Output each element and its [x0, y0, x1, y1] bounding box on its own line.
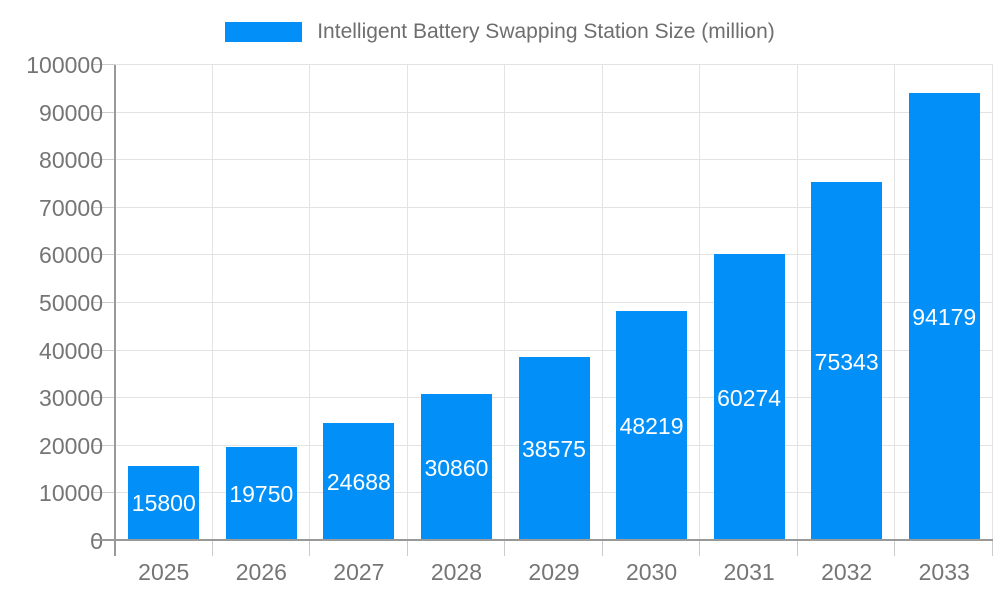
y-axis-tick [93, 206, 115, 208]
x-axis-tick [992, 541, 993, 556]
gridline-vertical [309, 65, 311, 541]
gridline-horizontal [115, 349, 993, 351]
gridline-horizontal [115, 64, 993, 65]
y-axis-label: 40000 [39, 337, 103, 364]
gridline-horizontal [115, 111, 993, 113]
y-axis-label: 90000 [39, 99, 103, 126]
legend[interactable]: Intelligent Battery Swapping Station Siz… [0, 17, 1000, 47]
x-axis-label: 2032 [821, 559, 873, 585]
bar-value-label: 38575 [522, 436, 586, 463]
x-axis-label: 2033 [918, 559, 970, 585]
x-axis-tick [699, 541, 701, 556]
x-axis-label: 2027 [333, 559, 385, 585]
y-axis-tick [93, 254, 115, 256]
y-axis-tick [93, 64, 115, 65]
gridline-vertical [992, 65, 993, 541]
gridline-vertical [796, 65, 798, 541]
y-axis-label: 0 [90, 528, 103, 554]
y-axis-tick [93, 302, 115, 303]
x-axis-label: 2028 [430, 559, 483, 585]
x-axis-tick [894, 541, 896, 556]
y-axis-line [114, 65, 116, 556]
bar-value-label: 19750 [229, 480, 294, 507]
y-axis-tick [93, 397, 115, 399]
gridline-vertical [406, 65, 408, 541]
bar-value-label: 75343 [814, 348, 879, 375]
bar-2033[interactable]: 94179 [908, 92, 980, 541]
x-axis-label: 2029 [528, 559, 580, 585]
y-axis-tick [93, 492, 115, 494]
gridline-horizontal [115, 159, 993, 161]
legend-swatch [225, 22, 303, 42]
bar-value-label: 30860 [424, 454, 489, 481]
y-axis-label: 60000 [39, 242, 103, 269]
y-axis-tick [93, 349, 115, 351]
gridline-horizontal [115, 302, 993, 303]
y-axis-tick [93, 159, 115, 161]
bar-value-label: 48219 [619, 413, 684, 440]
bar-2028[interactable]: 30860 [420, 394, 492, 541]
gridline-vertical [894, 65, 896, 541]
y-axis-label: 80000 [39, 147, 103, 174]
bar-2029[interactable]: 38575 [518, 357, 590, 541]
y-axis-label: 50000 [39, 290, 103, 316]
x-axis-tick [601, 541, 603, 556]
bar-2032[interactable]: 75343 [811, 182, 883, 541]
bar-2031[interactable]: 60274 [713, 254, 785, 541]
x-axis-label: 2026 [235, 559, 287, 585]
bar-2025[interactable]: 15800 [128, 465, 200, 541]
x-axis-tick [406, 541, 408, 556]
x-axis-tick [309, 541, 311, 556]
y-axis-tick [93, 444, 115, 446]
legend-label: Intelligent Battery Swapping Station Siz… [317, 20, 775, 43]
x-axis-tick [211, 541, 213, 556]
x-axis-tick [796, 541, 798, 556]
gridline-vertical [211, 65, 213, 541]
y-axis-label: 20000 [39, 432, 103, 459]
bar-value-label: 15800 [131, 490, 196, 517]
x-axis-label: 2025 [138, 559, 190, 585]
gridline-horizontal [115, 206, 993, 208]
x-axis-label: 2030 [625, 559, 678, 585]
y-axis-label: 100000 [26, 52, 103, 78]
gridline-vertical [504, 65, 506, 541]
bar-2026[interactable]: 19750 [225, 446, 297, 541]
bar-2027[interactable]: 24688 [323, 423, 395, 541]
y-axis-label: 10000 [39, 480, 103, 507]
bar-2030[interactable]: 48219 [616, 311, 688, 541]
x-axis-line [93, 539, 993, 541]
y-axis-tick [93, 111, 115, 113]
bar-value-label: 24688 [326, 469, 391, 496]
gridline-horizontal [115, 254, 993, 256]
gridline-vertical [601, 65, 603, 541]
y-axis-label: 70000 [39, 194, 103, 221]
bar-value-label: 94179 [912, 303, 977, 330]
x-axis-label: 2031 [723, 559, 775, 585]
x-axis-tick [504, 541, 506, 556]
bar-value-label: 60274 [717, 384, 782, 411]
gridline-vertical [699, 65, 701, 541]
y-axis-label: 30000 [39, 385, 103, 412]
